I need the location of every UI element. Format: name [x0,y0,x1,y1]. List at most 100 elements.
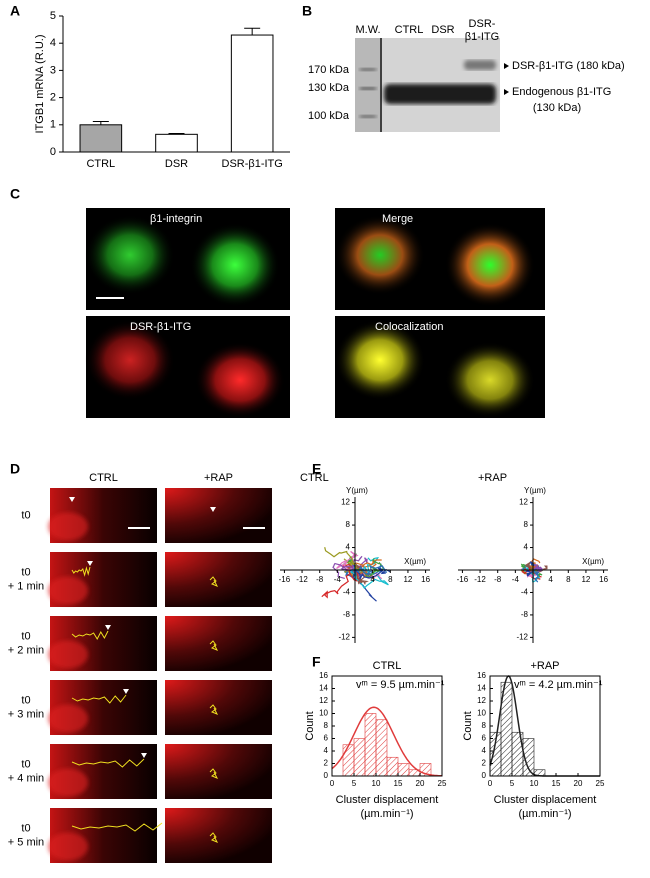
y-tick-label: 2 [324,759,329,768]
arrowhead [87,561,93,566]
track [71,694,127,704]
frame [165,744,272,799]
annotation: vᵐ = 9.5 µm.min⁻¹ [356,679,445,691]
band-label: DSR-β1-ITG (180 kDa) [512,60,625,72]
x-tick-label: 20 [574,779,583,788]
y-tick-label: 16 [319,671,328,680]
panel-label: E [312,461,321,477]
image-label: DSR-β1-ITG [130,321,191,333]
bar [155,133,198,153]
x-tick-label: 16 [599,575,608,584]
y-tick-label: -12 [516,632,528,641]
marker-label: 130 kDa [308,82,350,94]
x-tick-label: -16 [279,575,291,584]
x-tick-label: 15 [394,779,403,788]
x-axis-label: Cluster displacement [336,794,439,806]
bar [230,34,274,153]
y-tick-label: 12 [519,498,528,507]
y-tick-label: -12 [338,632,350,641]
image-label: Merge [382,213,413,225]
frame [165,808,272,863]
bar [79,124,123,153]
row-label: t0 [21,566,30,578]
image-label: Colocalization [375,321,443,333]
track [336,550,359,571]
y-tick-label: 0 [324,771,329,780]
row-label: t0 [21,758,30,770]
x-tick-label: -4 [334,575,342,584]
y-tick-label: 10 [477,709,486,718]
x-tick-label: 8 [566,575,571,584]
x-tick-label: 8 [388,575,393,584]
y-tick-label: 6 [324,734,329,743]
x-tick-label: -12 [296,575,308,584]
timelapse-row [48,680,272,735]
x-tick-label: -4 [512,575,520,584]
x-tick-label: 16 [421,575,430,584]
x-tick-label: CTRL [86,158,115,170]
y-tick-label: 2 [50,92,56,104]
y-tick-label: 4 [346,543,351,552]
track [71,822,163,832]
track [350,566,389,590]
x-tick-label: 15 [552,779,561,788]
histogram-bar [386,756,399,777]
y-axis-label: Y(µm) [524,486,546,495]
panel-label: D [10,461,20,477]
x-tick-label: 25 [438,779,447,788]
x-tick-label: 12 [403,575,412,584]
timelapse-row [48,744,272,799]
track [209,576,219,587]
row-label: t0 [21,630,30,642]
arrowhead [159,817,165,822]
x-tick-label: 12 [581,575,590,584]
cell-glow [48,512,88,541]
track [525,569,534,577]
row-label: + 5 min [8,836,44,848]
column-label: CTRL [89,472,118,484]
x-tick-label: DSR [165,158,188,170]
x-axis-label: (µm.min⁻¹) [518,808,571,820]
track [71,630,109,641]
row-label: t0 [21,822,30,834]
x-tick-label: 10 [530,779,539,788]
panel-label: C [10,186,20,202]
arrowhead [123,689,129,694]
y-tick-label: -4 [343,588,351,597]
lane-label: DSR- [469,18,496,30]
chart-title: CTRL [300,472,329,484]
cell-glow [48,768,88,797]
x-axis-label: X(µm) [404,557,426,566]
x-tick-label: -12 [474,575,486,584]
microscopy [85,208,545,418]
x-axis-label: X(µm) [582,557,604,566]
western-blot [355,38,509,132]
panel-label: A [10,3,20,19]
lane-label: M.W. [355,24,380,36]
row-label: + 4 min [8,772,44,784]
frame [165,552,272,607]
chart-title: CTRL [373,660,402,672]
frame [165,680,272,735]
y-tick-label: 14 [477,684,486,693]
y-axis-label: Count [304,711,316,740]
y-tick-label: -4 [521,588,529,597]
x-axis-label: Cluster displacement [494,794,597,806]
histogram-bar [364,713,377,777]
row-label: + 1 min [8,580,44,592]
track [209,704,219,715]
annotation: vᵐ = 4.2 µm.min⁻¹ [514,679,603,691]
y-tick-label: 8 [324,721,329,730]
track [354,567,391,580]
y-tick-label: -8 [521,610,529,619]
y-tick-label: 6 [482,734,487,743]
timelapse-row [48,488,272,543]
track [209,832,219,843]
x-tick-label: 25 [596,779,605,788]
y-tick-label: 12 [319,696,328,705]
histogram-bar [342,744,355,777]
y-tick-label: 4 [50,37,56,49]
y-tick-label: 10 [319,709,328,718]
track [524,561,534,571]
